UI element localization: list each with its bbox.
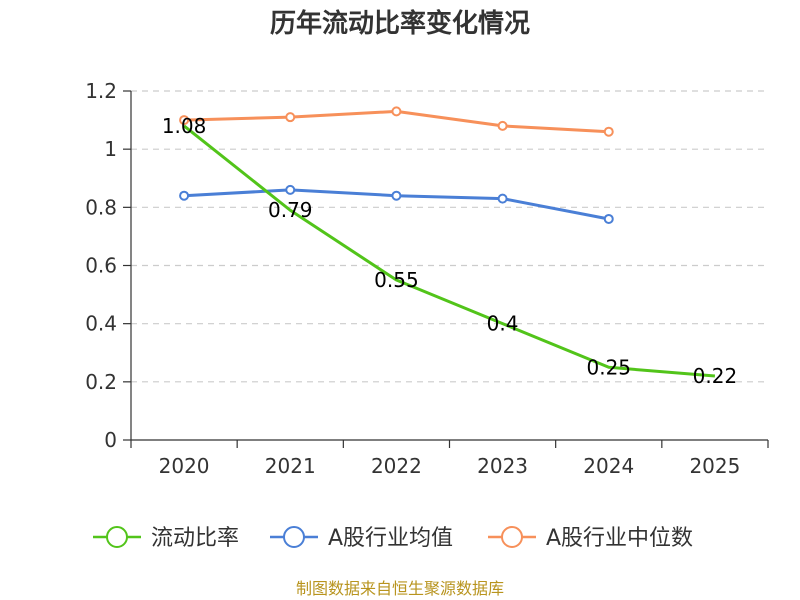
x-tick-label: 2025 <box>689 454 740 478</box>
data-label: 0.4 <box>487 312 519 336</box>
legend-item-0[interactable]: 流动比率 <box>93 526 239 551</box>
series-lines <box>179 106 716 378</box>
data-label: 0.79 <box>268 198 313 222</box>
data-label: 1.08 <box>162 114 207 138</box>
legend-item-2[interactable]: A股行业中位数 <box>488 526 693 551</box>
legend[interactable]: 流动比率 A股行业均值 A股行业中位数 <box>93 526 693 551</box>
y-tick-label: 0.8 <box>85 195 117 219</box>
series-point-2 <box>603 126 614 137</box>
x-tick-label: 2024 <box>583 454 634 478</box>
series-point-1 <box>391 190 402 201</box>
legend-item-1[interactable]: A股行业均值 <box>270 526 453 551</box>
series-line-0 <box>183 124 716 378</box>
series-point-1 <box>179 190 190 201</box>
legend-label: A股行业均值 <box>328 526 453 551</box>
data-label: 0.22 <box>693 364 738 388</box>
series-point-2 <box>179 115 190 126</box>
x-tick-label: 2023 <box>477 454 528 478</box>
series-point-2 <box>497 120 508 131</box>
x-tick-label: 2020 <box>159 454 210 478</box>
source-note: 制图数据来自恒生聚源数据库 <box>296 579 504 598</box>
legend-marker-icon <box>283 526 305 548</box>
y-tick-label: 1.2 <box>85 79 117 103</box>
y-tick-label: 1 <box>104 137 117 161</box>
legend-marker-icon <box>501 526 523 548</box>
series-point-2 <box>391 106 402 117</box>
y-tick-label: 0.2 <box>85 370 117 394</box>
y-tick-label: 0 <box>104 428 117 452</box>
x-tick-label: 2022 <box>371 454 422 478</box>
axes: 0 0.2 0.4 0.6 0.8 1 1.2 2020 2021 2022 2023 2024 202… <box>85 79 769 478</box>
x-tick-label: 2021 <box>265 454 316 478</box>
data-label: 0.25 <box>586 355 631 379</box>
y-tick-label: 0.6 <box>85 254 117 278</box>
data-label: 0.55 <box>374 268 419 292</box>
legend-marker-icon <box>106 526 128 548</box>
series-point-1 <box>285 184 296 195</box>
legend-label: A股行业中位数 <box>546 526 693 551</box>
data-labels: 1.08 0.79 0.55 0.4 0.25 0.22 <box>162 114 737 388</box>
y-tick-label: 0.4 <box>85 312 117 336</box>
series-point-1 <box>497 193 508 204</box>
legend-label: 流动比率 <box>151 526 239 551</box>
series-point-1 <box>603 213 614 224</box>
grid-lines <box>131 90 768 383</box>
chart-title: 历年流动比率变化情况 <box>270 8 530 39</box>
series-point-2 <box>285 112 296 123</box>
